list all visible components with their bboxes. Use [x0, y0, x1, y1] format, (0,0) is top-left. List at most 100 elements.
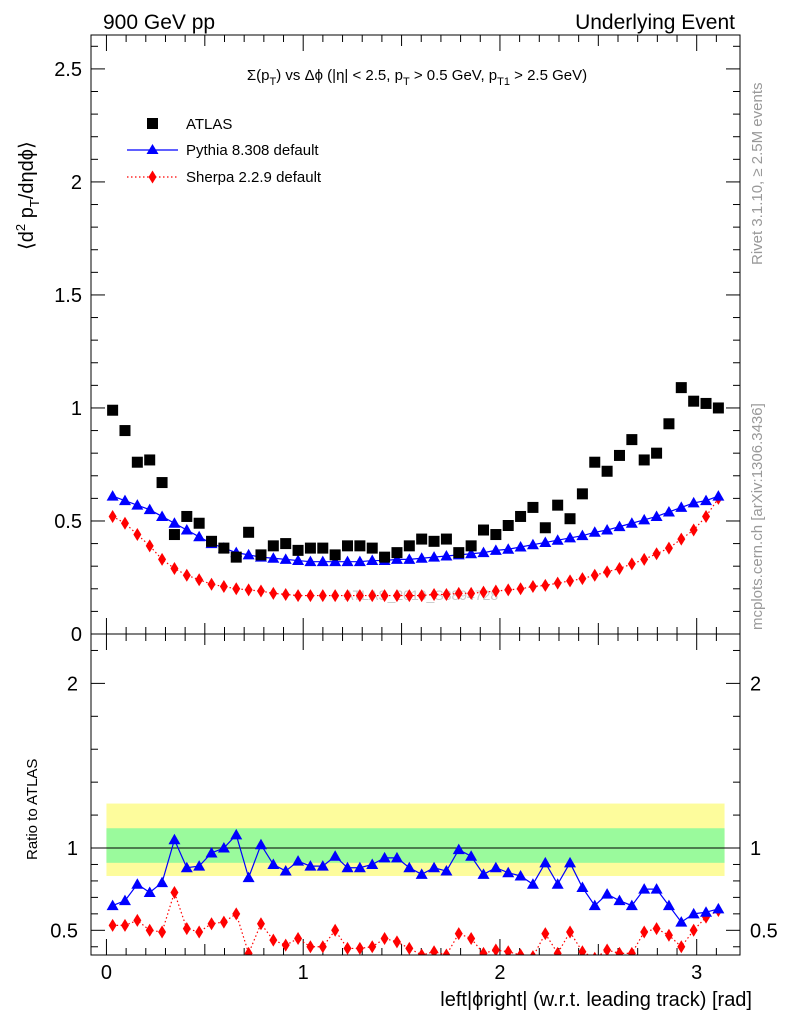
atlas-point [576, 488, 588, 500]
pythia-point [403, 553, 416, 564]
pythia-point [341, 555, 354, 567]
atlas-point [243, 526, 255, 538]
sherpa-point [702, 509, 711, 523]
sherpa-point [566, 574, 575, 588]
pythia-ratio-point [316, 860, 329, 871]
pythia-point [428, 551, 441, 562]
pythia-point [526, 538, 539, 550]
pythia-point [613, 520, 626, 532]
pythia-ratio-point [106, 899, 119, 911]
atlas-point [354, 540, 366, 552]
sherpa-point [170, 561, 179, 575]
sherpa-point [318, 589, 327, 603]
pythia-ratio-point [700, 906, 713, 917]
atlas-point [267, 540, 279, 552]
pythia-ratio-point [650, 883, 663, 894]
main-y-tick-label: 0 [71, 624, 82, 646]
sherpa-point [392, 589, 401, 603]
pythia-ratio-point [662, 899, 675, 911]
pythia-point [156, 510, 169, 521]
atlas-point [181, 510, 193, 522]
pythia-point [712, 490, 725, 501]
pythia-point [687, 496, 700, 508]
sherpa-ratio-point [170, 885, 179, 899]
pythia-point [193, 530, 206, 542]
pythia-point [601, 524, 614, 535]
legend-label-pythia: Pythia 8.308 default [186, 142, 319, 159]
pythia-point [304, 555, 317, 567]
atlas-point [329, 549, 341, 561]
sherpa-ratio-point [592, 951, 597, 955]
pythia-ratio-point [131, 878, 144, 889]
sherpa-point [343, 589, 352, 603]
sherpa-ratio-point [491, 943, 500, 955]
atlas-point [539, 522, 551, 534]
atlas-point [280, 538, 292, 550]
sherpa-ratio-point [207, 917, 216, 931]
pythia-point [551, 534, 564, 545]
pythia-point [650, 510, 663, 521]
sherpa-point [133, 528, 142, 542]
pythia-ratio-point [539, 856, 552, 868]
atlas-point [564, 513, 576, 525]
atlas-point [688, 395, 700, 407]
x-tick-label: 1 [298, 962, 309, 984]
ratio-y-tick-label-left: 2 [67, 673, 78, 695]
sherpa-point [689, 523, 698, 537]
pythia-point [465, 547, 478, 559]
atlas-point [626, 434, 638, 446]
pythia-ratio-point [601, 888, 614, 899]
pythia-ratio-point [415, 868, 428, 879]
sherpa-ratio-point [256, 917, 265, 931]
pythia-ratio-point [514, 869, 527, 881]
ratio-y-tick-label-left: 0.5 [50, 920, 78, 942]
atlas-point [613, 449, 625, 461]
pythia-point [662, 505, 675, 517]
side-label-rivet: Rivet 3.1.10, ≥ 2.5M events [749, 83, 766, 266]
sherpa-ratio-point [627, 946, 636, 955]
pythia-ratio-point [267, 858, 280, 869]
pythia-ratio-point [205, 846, 218, 858]
pythia-point [477, 546, 490, 558]
sherpa-point [627, 557, 636, 571]
atlas-point [193, 517, 205, 529]
legend-marker-pythia [146, 144, 159, 154]
sherpa-point [281, 587, 290, 601]
sherpa-point [232, 582, 241, 596]
atlas-point [638, 454, 650, 466]
atlas-point [515, 510, 527, 522]
sherpa-point [120, 516, 129, 530]
sherpa-ratio-point [392, 935, 401, 949]
sherpa-ratio-point [269, 933, 278, 947]
sherpa-point [294, 589, 303, 603]
sherpa-point [615, 561, 624, 575]
pythia-ratio-point [217, 842, 230, 853]
sherpa-point [677, 532, 686, 546]
sherpa-ratio-point [529, 950, 536, 955]
sherpa-ratio-point [331, 923, 340, 937]
sherpa-point [479, 585, 488, 599]
sherpa-ratio-point [158, 925, 167, 939]
ratio-y-tick-label-left: 1 [67, 838, 78, 860]
sherpa-ratio-point [306, 940, 315, 954]
pythia-point [638, 513, 651, 525]
sherpa-ratio-point [343, 941, 352, 955]
sherpa-point [195, 573, 204, 587]
atlas-point [552, 499, 564, 511]
sherpa-ratio-point [355, 941, 364, 955]
sherpa-ratio-point [578, 945, 587, 955]
sherpa-point [355, 589, 364, 603]
sherpa-point [331, 589, 340, 603]
pythia-ratio-point [564, 856, 577, 868]
legend-entry-sherpa: Sherpa 2.2.9 default [127, 169, 322, 186]
atlas-point [156, 477, 168, 489]
sherpa-ratio-point [368, 940, 377, 954]
pythia-point [366, 554, 379, 566]
pythia-ratio-point [712, 902, 725, 914]
sherpa-ratio-point [244, 946, 253, 955]
sherpa-ratio-point [603, 943, 612, 955]
pythia-point [514, 540, 527, 552]
ratio-plot-frame [90, 633, 741, 956]
header-left: 900 GeV pp [103, 11, 215, 34]
pythia-ratio-point [576, 881, 589, 893]
